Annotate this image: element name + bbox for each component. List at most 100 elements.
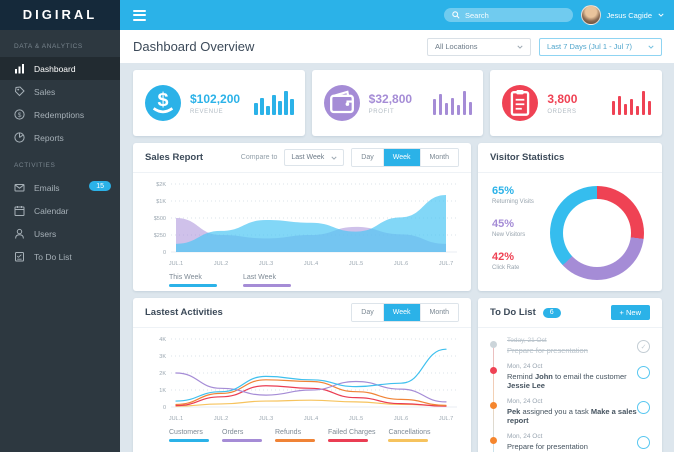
todo-date: Mon, 24 Oct <box>507 433 543 440</box>
chevron-down-icon <box>648 45 654 49</box>
search-input[interactable] <box>465 10 565 20</box>
date-range-dropdown[interactable]: Last 7 Days (Jul 1 - Jul 7) <box>538 37 662 56</box>
sidebar-item-calendar[interactable]: Calendar <box>0 199 120 222</box>
sales-report-chart: 0 $250 $500 $1K $2K JUL.1 JUL.2 JUL.3 JUL.4 JUL.5… <box>154 182 457 267</box>
todo-item: Mon, 24 Oct Remind John to email the cust… <box>490 363 650 390</box>
chevron-down-icon <box>331 156 337 160</box>
visitor-stat-click-rate: 42% Click Rate <box>492 251 520 271</box>
todo-status-dot <box>490 402 497 409</box>
todo-item: Mon, 24 Oct Prepare for presentation <box>490 433 650 451</box>
emails-count-badge: 15 <box>89 181 111 191</box>
svg-text:3K: 3K <box>159 354 166 360</box>
svg-text:$2K: $2K <box>156 182 166 188</box>
envelope-icon <box>14 182 25 193</box>
todo-status-dot <box>490 367 497 374</box>
sidebar-item-to-do-list[interactable]: To Do List <box>0 245 120 268</box>
legend-item-cancellations: Cancellations <box>388 429 431 442</box>
new-todo-button[interactable]: + New <box>610 305 650 320</box>
svg-text:4K: 4K <box>159 337 166 343</box>
sidebar-item-emails[interactable]: Emails 15 <box>0 176 120 199</box>
tag-icon <box>14 86 25 97</box>
sidebar-item-label: Emails <box>34 182 60 193</box>
legend-item-last-week: Last Week <box>243 274 291 287</box>
clipboard-icon <box>502 85 539 121</box>
sidebar-section-label: DATA & ANALYTICS <box>14 43 83 50</box>
sales-period-toggle: Day Week Month <box>351 148 459 167</box>
todo-timeline <box>493 344 494 452</box>
legend-item-refunds: Refunds <box>275 429 315 442</box>
compare-to-dropdown[interactable]: Last Week <box>284 149 345 166</box>
activities-period-week-button[interactable]: Week <box>382 304 420 321</box>
page-title: Dashboard Overview <box>133 39 255 54</box>
stat-mini-bar-chart <box>432 91 473 115</box>
sales-period-day-button[interactable]: Day <box>352 149 383 166</box>
svg-text:JUL.4: JUL.4 <box>304 261 318 267</box>
todo-status-dot <box>490 341 497 348</box>
visitor-stats-list: 65% Returning Visits 45% New Visitors 42% Cli… <box>492 183 534 280</box>
pie-chart-icon <box>14 132 25 143</box>
sidebar-item-label: Redemptions <box>34 109 85 120</box>
stat-card-profit: $32,800 PROFIT <box>311 70 484 136</box>
todo-checkbox[interactable] <box>637 436 650 449</box>
sidebar-item-reports[interactable]: Reports <box>0 126 120 149</box>
activities-period-month-button[interactable]: Month <box>419 304 458 321</box>
stat-value: 3,800 <box>547 91 578 106</box>
money-tray-icon: $ <box>145 85 181 121</box>
sidebar-item-label: Reports <box>34 132 64 143</box>
todo-card: To Do List 6 + New Today, 21 Oct Prepare … <box>478 298 662 452</box>
activities-chart: 0 1K 2K 3K 4K JUL.1 JUL.2 JUL.3 JUL.4 JUL.5 JUL.6 J… <box>159 337 457 422</box>
svg-text:$500: $500 <box>154 216 166 222</box>
sales-report-card: Sales Report Compare to Last Week Day Wee… <box>133 143 471 291</box>
sales-period-week-button[interactable]: Week <box>382 149 420 166</box>
svg-text:JUL.3: JUL.3 <box>259 261 273 267</box>
svg-text:JUL.5: JUL.5 <box>349 416 363 422</box>
compare-to-label: Compare to <box>240 154 278 161</box>
svg-text:1K: 1K <box>159 388 166 394</box>
todo-item: Mon, 24 Oct Pek assigned you a task Make … <box>490 398 650 425</box>
stat-value: $102,200 <box>190 91 241 106</box>
sidebar-item-sales[interactable]: Sales <box>0 80 120 103</box>
search-box[interactable] <box>444 8 573 22</box>
todo-checkbox[interactable] <box>637 401 650 414</box>
user-name: Jesus Cagide <box>606 10 652 20</box>
svg-text:JUL.2: JUL.2 <box>214 416 228 422</box>
user-menu[interactable]: Jesus Cagide <box>580 0 664 30</box>
todo-text: Pek assigned you a task Make a sales rep… <box>507 407 637 425</box>
location-filter-dropdown[interactable]: All Locations <box>426 37 531 56</box>
stat-mini-bar-chart <box>611 91 652 115</box>
sidebar-item-label: To Do List <box>34 251 72 262</box>
svg-text:JUL.7: JUL.7 <box>439 261 453 267</box>
sidebar-item-dashboard[interactable]: Dashboard <box>0 57 120 80</box>
todo-checkbox[interactable]: ✓ <box>637 340 650 353</box>
sidebar-section-label: ACTIVITIES <box>14 162 56 169</box>
stat-value: $32,800 <box>368 91 413 106</box>
todo-text: Prepare for presentation <box>507 442 588 451</box>
sidebar-item-users[interactable]: Users <box>0 222 120 245</box>
activities-period-day-button[interactable]: Day <box>352 304 383 321</box>
hamburger-menu-icon[interactable] <box>133 9 146 21</box>
search-icon <box>452 11 460 19</box>
svg-text:JUL.7: JUL.7 <box>439 416 453 422</box>
svg-text:JUL.1: JUL.1 <box>169 261 183 267</box>
dollar-circle-icon: $ <box>14 109 25 120</box>
stat-label: REVENUE <box>190 108 224 115</box>
sales-period-month-button[interactable]: Month <box>419 149 458 166</box>
visitor-statistics-card: Visitor Statistics 65% Returning Visits 45… <box>478 143 662 291</box>
sales-report-title: Sales Report <box>145 152 204 163</box>
svg-text:JUL.6: JUL.6 <box>394 416 408 422</box>
stat-label: PROFIT <box>368 108 395 115</box>
todo-checkbox[interactable] <box>637 366 650 379</box>
sales-report-legend: This Week Last Week <box>133 274 471 287</box>
todo-list: Today, 21 Oct Prepare for presentation ✓ Mo… <box>478 328 662 452</box>
sidebar: DATA & ANALYTICS Dashboard Sales $ Redemptio… <box>0 30 120 452</box>
user-icon <box>14 228 25 239</box>
legend-item-customers: Customers <box>169 429 209 442</box>
sidebar-item-redemptions[interactable]: $ Redemptions <box>0 103 120 126</box>
svg-text:JUL.2: JUL.2 <box>214 261 228 267</box>
topbar: DIGIRAL Jesus Cagide <box>0 0 674 30</box>
svg-text:JUL.4: JUL.4 <box>304 416 318 422</box>
app-logo: DIGIRAL <box>0 0 120 30</box>
svg-text:0: 0 <box>163 250 166 256</box>
activities-legend: Customers Orders Refunds Failed Charges Canc… <box>133 429 471 442</box>
